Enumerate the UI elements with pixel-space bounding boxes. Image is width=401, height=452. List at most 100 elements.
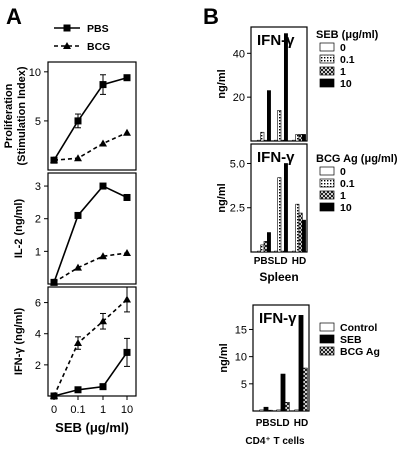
y-tick-label: 15 <box>235 324 247 336</box>
x-axis-label: CD4⁺ T cells <box>245 436 305 447</box>
point-bcg <box>50 156 58 164</box>
legend-label: 1 <box>340 190 346 202</box>
legend-label: 0 <box>340 42 346 54</box>
legend-swatch <box>319 334 335 344</box>
category-label: PBS <box>256 418 277 429</box>
point-bcg <box>123 248 131 256</box>
chart-title: IFN-γ <box>257 32 295 49</box>
line-chart-2: 1 2 3 IL-2 (ng/ml) <box>13 172 137 286</box>
series-bcg-line <box>53 298 128 397</box>
bar-10 <box>283 33 288 142</box>
legend-label: 1 <box>340 66 346 78</box>
y-tick-label: 1 <box>35 246 41 258</box>
category-label: LD <box>274 256 287 267</box>
y-axis-label: IFN-γ (ng/ml) <box>13 308 25 376</box>
bar-1 <box>298 212 303 253</box>
y-tick-label: 20 <box>233 92 245 104</box>
legend-label: BCG Ag <box>340 346 380 358</box>
bar-10 <box>283 163 288 253</box>
y-tick-label: 2 <box>35 360 41 372</box>
y-axis-label: ng/ml <box>216 183 228 212</box>
point-pbs <box>74 211 82 219</box>
bar-bcg-ag <box>302 367 308 412</box>
plot-frame <box>47 172 137 285</box>
x-axis-label: Spleen <box>259 270 298 284</box>
bar-seb <box>298 315 304 412</box>
point-pbs <box>123 348 131 356</box>
panel-a-legend: PBS BCG <box>54 23 110 53</box>
legend-label: SEB <box>340 334 362 346</box>
point-bcg <box>123 295 131 303</box>
bar-1 <box>263 241 268 253</box>
legend-swatch <box>319 166 335 176</box>
legend-label: 0 <box>340 166 346 178</box>
bar-control <box>259 409 265 412</box>
point-pbs <box>99 383 107 391</box>
point-bcg <box>99 139 107 147</box>
bar-10 <box>266 90 271 142</box>
y-tick-label: 2.5 <box>230 203 245 215</box>
chart-title: IFN-γ <box>259 310 297 327</box>
bar-0 <box>292 139 296 142</box>
y-tick-label: 6 <box>35 298 41 310</box>
bar-0 <box>257 250 261 253</box>
bar-0 <box>292 250 296 253</box>
y-axis-label-line2: (Stimulation Index) <box>16 66 28 165</box>
x-axis-label: SEB (μg/ml) <box>55 420 129 435</box>
series-bcg-line <box>53 131 128 161</box>
plot-frame <box>47 286 137 397</box>
bar-control <box>276 409 282 412</box>
y-tick-label: 4 <box>35 329 41 341</box>
bar-1 <box>298 134 303 142</box>
legend-label: 10 <box>340 202 352 214</box>
plot-frame <box>47 61 137 171</box>
series-bcg-line <box>53 252 128 284</box>
bar-0 <box>257 139 261 142</box>
bar-0-1 <box>295 203 300 253</box>
legend-swatch <box>319 178 335 188</box>
bar-seb <box>280 373 286 412</box>
bar-0 <box>274 250 278 253</box>
bar-bcg-ag <box>267 409 273 412</box>
bar-1 <box>263 139 268 142</box>
bar-10 <box>301 219 306 253</box>
legend-bcg-label: BCG <box>87 41 110 53</box>
legend-title: SEB (μg/ml) <box>316 29 379 41</box>
legend-swatch <box>319 202 335 212</box>
bar-1 <box>280 250 285 253</box>
point-bcg <box>123 128 131 136</box>
line-chart-3: 2 4 6 IFN-γ (ng/ml) 0 0.1 1 10 SEB (μg/ml) <box>13 286 137 435</box>
y-axis-label: Proliferation <box>3 83 15 148</box>
legend-swatch <box>319 322 335 332</box>
bar-0-1 <box>277 177 282 253</box>
legend-swatch <box>319 42 335 52</box>
chart-title: IFN-γ <box>257 149 295 166</box>
point-bcg <box>74 263 82 271</box>
y-tick-label: 5 <box>241 379 247 391</box>
point-bcg <box>99 317 107 325</box>
y-axis-label: ng/ml <box>216 69 228 98</box>
bar-chart-2: 2.5 5.0 ng/ml IFN-γ PBS LD HD Spleen BCG Ag (μg/… <box>216 143 398 284</box>
legend-pbs-label: PBS <box>87 23 109 35</box>
y-axis-label: ng/ml <box>218 343 230 372</box>
bar-0-1 <box>260 131 265 142</box>
point-bcg <box>74 154 82 162</box>
series-pbs-line <box>53 76 128 161</box>
y-tick-label: 3 <box>35 181 41 193</box>
bar-seb <box>263 406 269 412</box>
point-pbs <box>99 182 107 190</box>
category-label: PBS <box>254 256 275 267</box>
y-tick-label: 2 <box>35 214 41 226</box>
bar-bcg-ag <box>284 402 290 412</box>
point-bcg <box>50 278 58 286</box>
series-pbs-line <box>53 351 128 397</box>
category-label: HD <box>294 418 308 429</box>
point-bcg <box>74 339 82 347</box>
point-pbs <box>123 193 131 201</box>
line-chart-1: 5 10 Proliferation (Stimulation Index) <box>3 61 137 171</box>
point-pbs <box>74 386 82 394</box>
legend-label: 0.1 <box>340 178 355 190</box>
